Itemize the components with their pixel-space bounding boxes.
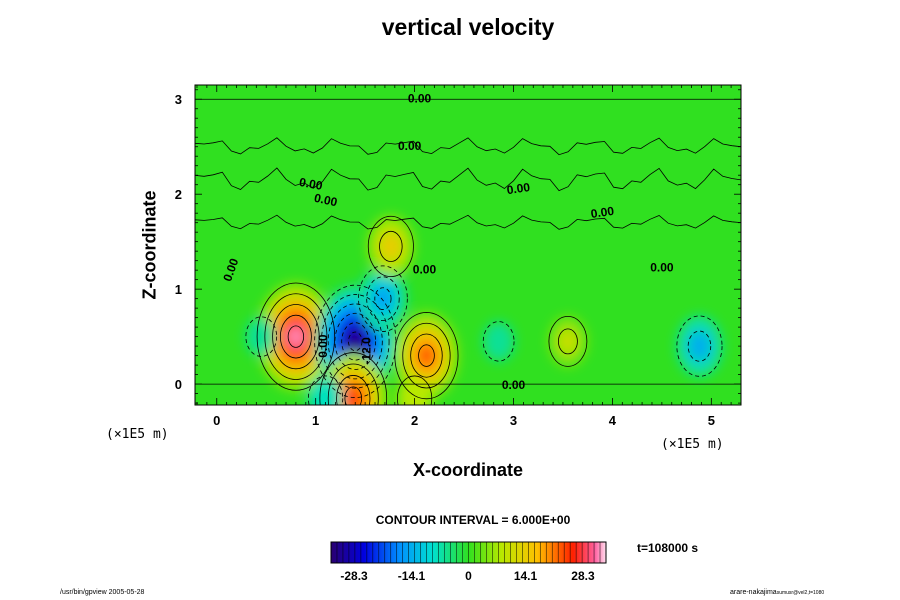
contour-interval-text: CONTOUR INTERVAL = 6.000E+00: [375, 513, 571, 527]
anomaly-cell: [418, 344, 435, 367]
contour-line: [195, 167, 741, 192]
contour-label: 0.00: [413, 262, 437, 276]
contour-line: [558, 328, 578, 355]
contour-line: [195, 137, 741, 156]
contour-line: [327, 303, 383, 380]
contour-line: [367, 215, 414, 278]
contour-line: [314, 284, 397, 398]
anomaly-cell: [483, 321, 515, 362]
contour-label: 0.00: [502, 378, 526, 392]
x-tick-label: 3: [510, 413, 517, 428]
y-tick-label: 1: [175, 282, 182, 297]
contour-line: [279, 314, 312, 359]
anomaly-cell: [288, 325, 304, 348]
z-unit-label: (×1E5 m): [106, 427, 169, 442]
anomaly-cell: [558, 328, 578, 354]
contour-label: -12.0: [359, 337, 373, 365]
contour-line: [327, 363, 379, 405]
footer-author-main: arare-nakajima: [730, 589, 777, 596]
contour-label: 0.00: [316, 334, 330, 358]
x-tick-label: 1: [312, 413, 319, 428]
contour-line: [344, 386, 363, 405]
colorbar-tick-label: 0: [465, 569, 472, 583]
contour-line: [410, 333, 443, 378]
contour-label: 0.00: [398, 139, 422, 153]
anomaly-cell: [348, 332, 363, 351]
contour-line: [687, 330, 712, 362]
contour-line: [548, 315, 588, 367]
contour-line: [319, 352, 388, 405]
contour-line: [272, 304, 320, 370]
x-axis-label: X-coordinate: [412, 460, 523, 480]
x-tick-label: 2: [411, 413, 418, 428]
anomaly-field: [245, 216, 723, 405]
contour-label: 0.00: [506, 180, 531, 197]
contour-line: [287, 325, 305, 348]
contour-label: 0.00: [313, 191, 339, 210]
footer-author: arare-nakajimasumusr@vel2,t=1080: [730, 589, 824, 596]
contour-line: [341, 322, 370, 361]
colorbar-tick-label: -14.1: [398, 569, 426, 583]
contour-line: [379, 230, 403, 262]
colorbar-tick-label: 28.3: [571, 569, 595, 583]
anomaly-cell: [308, 375, 343, 405]
y-tick-label: 3: [175, 92, 182, 107]
time-label: t=108000 s: [637, 541, 699, 555]
x-tick-label: 4: [609, 413, 617, 428]
anomaly-cell: [374, 287, 392, 310]
contour-line: [321, 294, 390, 389]
contour-line: [676, 315, 723, 377]
contour-line: [348, 331, 363, 352]
contour-line: [256, 282, 336, 391]
x-unit-label: (×1E5 m): [661, 437, 724, 452]
contour-line: [366, 276, 400, 321]
contour-line: [394, 312, 459, 400]
contour-label: 0.00: [408, 91, 432, 105]
contour-line: [334, 312, 376, 370]
contour-line: [245, 316, 278, 357]
chart-title: vertical velocity: [381, 14, 555, 40]
colorbar-frame: [330, 541, 607, 564]
contour-line: [358, 265, 408, 332]
contour-lines: [195, 98, 741, 405]
contour-line: [402, 322, 451, 389]
colorbar-tick-label: 14.1: [514, 569, 538, 583]
contour-line: [396, 375, 433, 405]
anomaly-cell: [344, 386, 362, 405]
anomaly-cell: [379, 231, 403, 262]
y-tick-label: 0: [175, 377, 182, 392]
colorbar-tick-label: -28.3: [340, 569, 368, 583]
contour-label: 0.00: [590, 204, 615, 221]
footer-command: /usr/bin/gpview 2005-05-28: [60, 589, 145, 596]
anomaly-cell: [397, 375, 432, 405]
contour-label: 0.00: [298, 175, 324, 193]
anomaly-cell: [688, 331, 711, 362]
contour-line: [307, 375, 344, 405]
y-tick-label: 2: [175, 187, 182, 202]
contour-line: [336, 375, 371, 405]
footer-author-sub: sumusr@vel2,t=1080: [776, 590, 825, 596]
contour-label: 0.00: [650, 260, 674, 274]
anomaly-cell: [245, 316, 277, 357]
contour-line: [195, 214, 741, 230]
contour-line: [374, 287, 392, 310]
contour-line: [264, 293, 328, 380]
x-tick-label: 5: [708, 413, 715, 428]
x-tick-label: 0: [213, 413, 220, 428]
contour-line: [482, 321, 515, 362]
y-axis-label: Z-coordinate: [139, 190, 160, 300]
plot-frame: [194, 84, 742, 406]
contour-line: [418, 344, 435, 367]
